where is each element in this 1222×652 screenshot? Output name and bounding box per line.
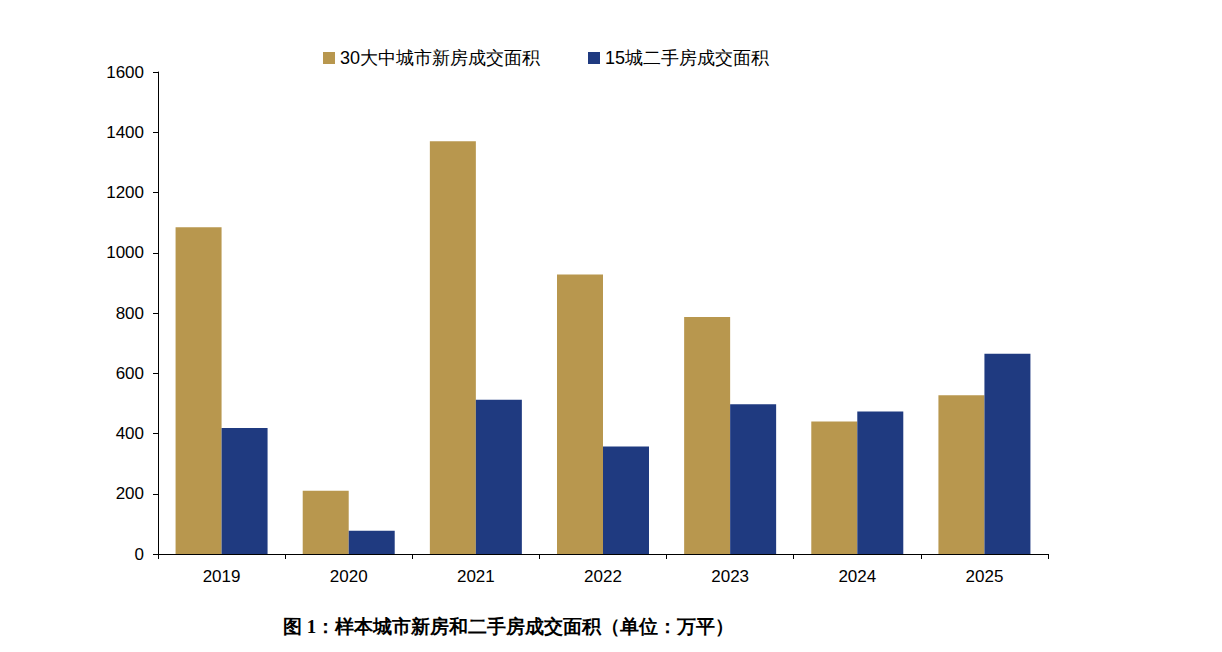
svg-text:15城二手房成交面积: 15城二手房成交面积 xyxy=(605,48,769,68)
svg-text:1400: 1400 xyxy=(106,123,144,142)
svg-text:600: 600 xyxy=(116,364,144,383)
svg-text:0: 0 xyxy=(135,545,144,564)
svg-text:2020: 2020 xyxy=(330,567,368,586)
svg-text:30大中城市新房成交面积: 30大中城市新房成交面积 xyxy=(340,48,540,68)
svg-text:400: 400 xyxy=(116,424,144,443)
svg-text:2022: 2022 xyxy=(584,567,622,586)
svg-text:200: 200 xyxy=(116,484,144,503)
svg-text:2025: 2025 xyxy=(966,567,1004,586)
svg-text:1000: 1000 xyxy=(106,243,144,262)
svg-text:2024: 2024 xyxy=(838,567,876,586)
svg-text:图 1：样本城市新房和二手房成交面积（单位：万平）: 图 1：样本城市新房和二手房成交面积（单位：万平） xyxy=(283,616,734,637)
svg-text:2023: 2023 xyxy=(711,567,749,586)
svg-text:800: 800 xyxy=(116,304,144,323)
svg-text:2019: 2019 xyxy=(203,567,241,586)
svg-text:1200: 1200 xyxy=(106,183,144,202)
svg-text:2021: 2021 xyxy=(457,567,495,586)
svg-text:1600: 1600 xyxy=(106,63,144,82)
